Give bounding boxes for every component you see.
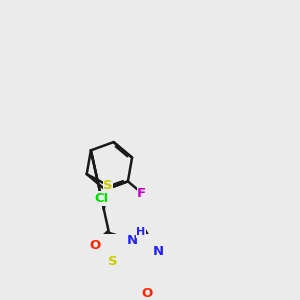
Text: S: S xyxy=(108,255,118,268)
Text: F: F xyxy=(137,187,146,200)
Text: H: H xyxy=(136,227,146,237)
Text: N: N xyxy=(126,234,138,247)
Text: S: S xyxy=(103,179,113,192)
Text: N: N xyxy=(152,245,164,258)
Text: O: O xyxy=(141,287,152,300)
Text: O: O xyxy=(89,239,100,252)
Text: Cl: Cl xyxy=(94,192,109,205)
